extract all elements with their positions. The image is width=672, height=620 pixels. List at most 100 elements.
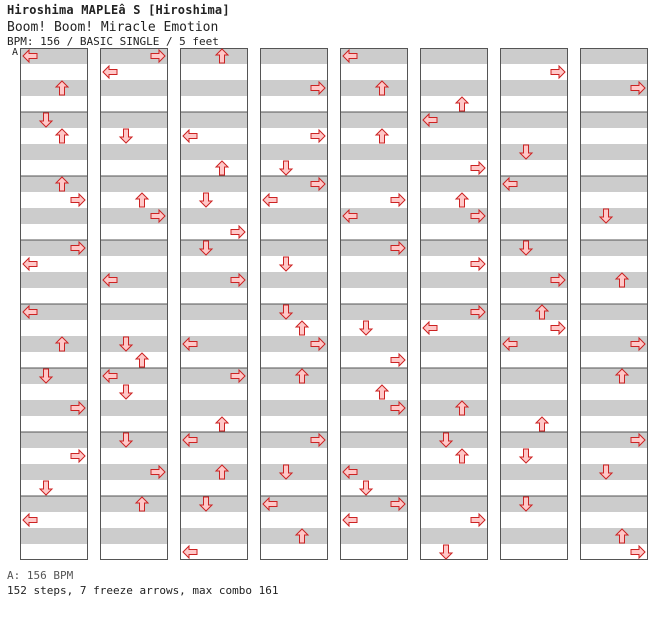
arrow-down [118,432,134,448]
arrow-up [134,192,150,208]
beat-stripe [500,432,568,448]
beat-stripe [100,208,168,224]
arrow-down [118,384,134,400]
beat-stripe [500,176,568,192]
arrow-up [134,352,150,368]
arrow-down [438,432,454,448]
column-border [260,48,328,560]
arrow-right [390,192,406,208]
arrow-left [262,192,278,208]
beat-stripe [580,432,648,448]
arrow-right [310,128,326,144]
arrow-left [102,368,118,384]
beat-stripe [500,208,568,224]
arrow-down [518,144,534,160]
beat-stripe [180,80,248,96]
beat-stripe [260,144,328,160]
chart-column [100,48,168,560]
beat-stripe [420,400,488,416]
arrow-right [70,192,86,208]
chart-column [260,48,328,560]
arrow-right [470,160,486,176]
chart-stats: 152 steps, 7 freeze arrows, max combo 16… [7,584,279,597]
beat-stripe [580,208,648,224]
arrow-down [358,320,374,336]
arrow-left [182,336,198,352]
column-border [420,48,488,560]
arrow-down [278,464,294,480]
beat-stripe [580,80,648,96]
beat-stripe [260,112,328,128]
arrow-up [294,320,310,336]
arrow-up [214,48,230,64]
column-border [100,48,168,560]
arrow-down [38,112,54,128]
beat-stripe [580,464,648,480]
arrow-right [390,240,406,256]
arrow-left [342,512,358,528]
arrow-right [310,432,326,448]
bpm-marker-label: A [12,47,19,58]
arrow-down [38,368,54,384]
beat-stripe [340,496,408,512]
beat-stripe [100,112,168,128]
arrow-up [374,384,390,400]
arrow-down [278,304,294,320]
beat-stripe [20,176,88,192]
beat-stripe [100,240,168,256]
arrow-down [38,480,54,496]
arrow-left [262,496,278,512]
beat-stripe [100,496,168,512]
arrow-right [70,240,86,256]
arrow-left [182,544,198,560]
beat-stripe [500,464,568,480]
beat-stripe [580,368,648,384]
arrow-right [630,80,646,96]
beat-stripe [340,272,408,288]
arrow-right [70,400,86,416]
beat-stripe [180,240,248,256]
beat-stripe [580,528,648,544]
chart-column [580,48,648,560]
beat-stripe [20,208,88,224]
arrow-down [118,336,134,352]
beat-stripe [260,240,328,256]
beat-stripe [100,528,168,544]
beat-stripe [20,496,88,512]
beat-stripe [580,112,648,128]
column-border [340,48,408,560]
beat-stripe [580,304,648,320]
arrow-down [278,256,294,272]
arrow-left [102,64,118,80]
beat-stripe [420,304,488,320]
beat-stripe [100,432,168,448]
arrow-right [470,304,486,320]
beat-stripe [500,528,568,544]
column-border [580,48,648,560]
beat-stripe [420,528,488,544]
arrow-right [630,336,646,352]
arrow-right [550,320,566,336]
beat-stripe [100,400,168,416]
arrow-up [534,416,550,432]
beat-stripe [420,144,488,160]
arrow-up [454,96,470,112]
beat-stripe [580,144,648,160]
arrow-right [230,368,246,384]
beat-stripe [260,176,328,192]
arrow-right [390,352,406,368]
beat-stripe [420,496,488,512]
arrow-up [134,496,150,512]
arrow-right [550,64,566,80]
beat-stripe [580,48,648,64]
arrow-up [534,304,550,320]
beat-stripe [20,336,88,352]
arrow-down [118,128,134,144]
arrow-up [54,336,70,352]
arrow-left [342,464,358,480]
arrow-down [198,240,214,256]
beat-stripe [180,304,248,320]
beat-stripe [260,336,328,352]
beat-stripe [180,432,248,448]
beat-stripe [20,112,88,128]
